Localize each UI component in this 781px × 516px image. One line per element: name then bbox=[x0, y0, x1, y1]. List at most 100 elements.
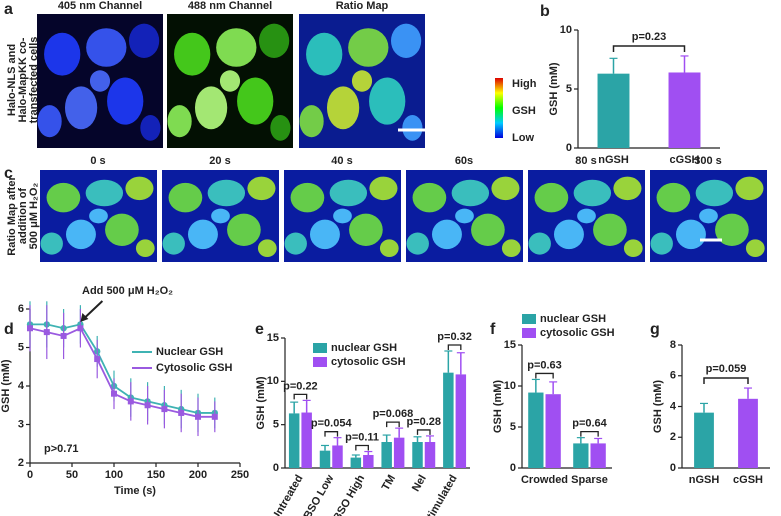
bar bbox=[668, 72, 701, 148]
y-tick-label: 2 bbox=[18, 457, 24, 469]
colorbar-label: GSH bbox=[512, 105, 536, 117]
legend-label: Cytosolic GSH bbox=[156, 362, 232, 374]
p-bracket bbox=[355, 444, 369, 451]
y-axis-label: GSH (mM) bbox=[548, 62, 560, 116]
p-value: p=0.11 bbox=[345, 431, 379, 443]
y-tick-label: 5 bbox=[18, 341, 24, 353]
cell bbox=[237, 77, 274, 125]
time-label: 60s bbox=[455, 155, 473, 167]
bar bbox=[393, 437, 405, 468]
legend-swatch bbox=[313, 357, 327, 367]
x-tick-label: 100 bbox=[105, 469, 123, 481]
y-tick-label: 0 bbox=[273, 462, 279, 474]
colorbar-label: Low bbox=[512, 132, 534, 144]
side-label: 500 μM H₂O₂ bbox=[28, 183, 40, 250]
cell bbox=[258, 23, 290, 58]
p-bracket bbox=[447, 344, 462, 350]
y-tick-label: 4 bbox=[18, 380, 25, 392]
p-value: p=0.23 bbox=[632, 31, 667, 43]
y-tick-label: 6 bbox=[18, 303, 24, 315]
y-tick-label: 0 bbox=[670, 462, 676, 474]
x-tick-label: 250 bbox=[231, 469, 249, 481]
annotation: Add 500 μM H₂O₂ bbox=[82, 285, 173, 297]
colorbar-label: High bbox=[512, 78, 537, 90]
y-tick-label: 5 bbox=[273, 419, 279, 431]
p-value: p=0.63 bbox=[527, 359, 562, 371]
bar bbox=[590, 443, 606, 468]
cell bbox=[284, 232, 307, 255]
cell bbox=[406, 232, 429, 255]
cell bbox=[211, 208, 230, 224]
cell bbox=[390, 23, 422, 58]
marker bbox=[161, 406, 168, 413]
p-bracket bbox=[535, 372, 554, 379]
bar bbox=[573, 443, 589, 468]
x-tick-label: cGSH bbox=[733, 474, 763, 486]
y-tick-label: 15 bbox=[504, 339, 516, 351]
y-axis-label: GSH (mM) bbox=[492, 380, 504, 434]
y-axis-label: GSH (mM) bbox=[255, 376, 267, 430]
y-tick-label: 2 bbox=[670, 431, 676, 443]
cell bbox=[455, 208, 474, 224]
p-bracket bbox=[612, 45, 686, 52]
side-label: transfected cells bbox=[28, 37, 40, 124]
cell bbox=[174, 32, 211, 76]
bar bbox=[412, 442, 423, 468]
panel-letter: a bbox=[4, 1, 13, 18]
bar bbox=[455, 374, 467, 468]
y-axis-label: GSH (mM) bbox=[652, 380, 664, 434]
cell bbox=[650, 232, 673, 255]
legend-label: Nuclear GSH bbox=[156, 346, 223, 358]
y-tick-label: 10 bbox=[560, 24, 572, 36]
side-label: addition of bbox=[17, 188, 29, 245]
cell bbox=[216, 28, 257, 67]
marker bbox=[144, 402, 151, 409]
cell bbox=[675, 219, 706, 250]
cell bbox=[299, 105, 324, 138]
p-value: p=0.32 bbox=[437, 331, 472, 343]
marker bbox=[43, 329, 50, 336]
cell bbox=[451, 179, 490, 207]
marker bbox=[178, 409, 185, 416]
x-axis-label: Time (s) bbox=[114, 485, 156, 497]
cell bbox=[65, 219, 96, 250]
channel-label: 488 nm Channel bbox=[188, 0, 272, 12]
side-label: Ratio Map after bbox=[6, 176, 18, 256]
p-bracket bbox=[293, 393, 308, 400]
x-tick-label: Sparse bbox=[571, 474, 608, 486]
p-value: p=0.28 bbox=[406, 416, 441, 428]
cell bbox=[107, 77, 144, 125]
channel-label: 405 nm Channel bbox=[58, 0, 142, 12]
bar bbox=[597, 73, 630, 148]
p-bracket bbox=[416, 429, 431, 435]
cell bbox=[735, 176, 764, 201]
x-tick-label: BSO Low bbox=[302, 473, 337, 516]
p-bracket bbox=[324, 431, 339, 437]
cell bbox=[699, 208, 718, 224]
bar bbox=[694, 412, 714, 468]
marker bbox=[111, 390, 117, 397]
p-bracket bbox=[703, 377, 749, 385]
x-tick-label: nGSH bbox=[598, 154, 629, 166]
panel-letter: f bbox=[490, 321, 496, 338]
panel-letter: d bbox=[4, 321, 14, 338]
cell bbox=[128, 23, 160, 58]
cell bbox=[501, 239, 521, 258]
cell bbox=[745, 239, 765, 258]
panel-letter: c bbox=[4, 165, 13, 182]
y-tick-label: 10 bbox=[504, 380, 516, 392]
colorbar bbox=[495, 78, 503, 138]
cell bbox=[593, 213, 627, 246]
cell bbox=[247, 176, 276, 201]
cell bbox=[219, 70, 241, 92]
p-value: p=0.068 bbox=[373, 408, 414, 420]
cell bbox=[369, 176, 398, 201]
panel-letter: e bbox=[255, 321, 264, 338]
time-label: 0 s bbox=[90, 155, 105, 167]
cell bbox=[89, 70, 111, 92]
cell bbox=[528, 232, 551, 255]
cell bbox=[125, 176, 154, 201]
marker bbox=[211, 413, 218, 420]
cell bbox=[46, 182, 81, 213]
